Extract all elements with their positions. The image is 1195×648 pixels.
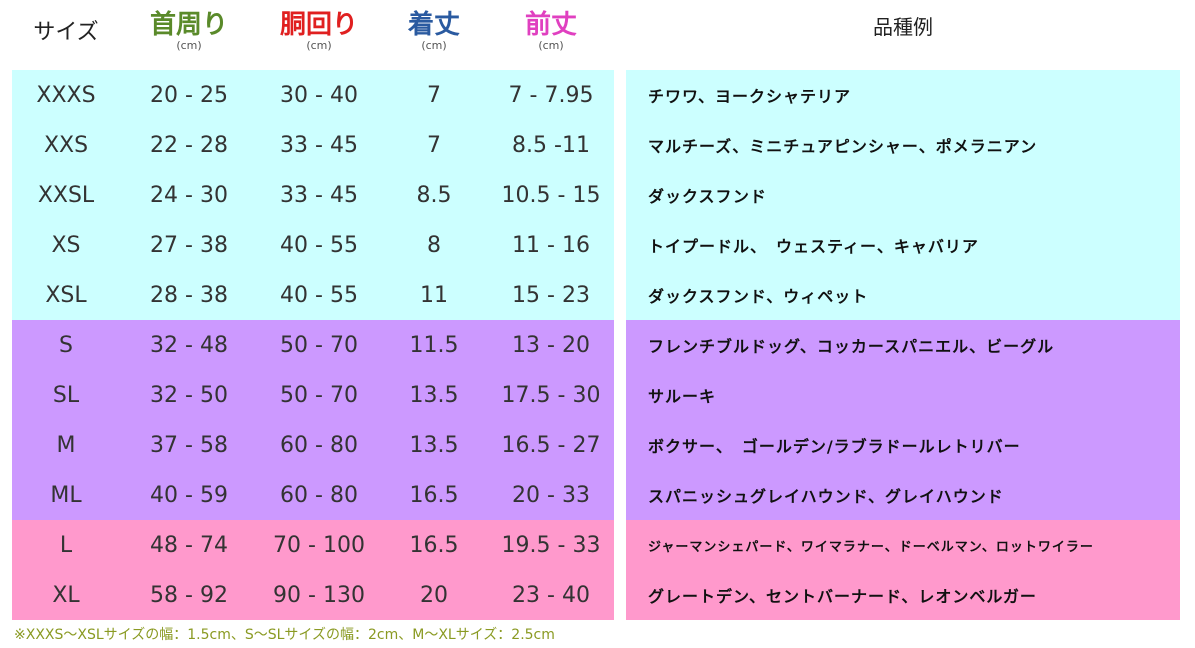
table-cell: 7	[427, 132, 441, 158]
header-neck: 首周り (cm)	[120, 0, 258, 70]
table-cell: 23 - 40	[512, 582, 590, 608]
breed-row: フレンチブルドッグ、コッカースパニエル、ビーグル	[626, 320, 1180, 370]
breed-row: サルーキ	[626, 370, 1180, 420]
table-cell: 32 - 50	[150, 382, 228, 408]
table-cell: 40 - 55	[280, 282, 358, 308]
table-row: M 37 - 58 60 - 80 13.5 16.5 - 27	[12, 420, 614, 470]
table-cell: 16.5 - 27	[501, 432, 601, 458]
table-cell: 8.5 -11	[512, 132, 590, 158]
breed-row: スパニッシュグレイハウンド、グレイハウンド	[626, 470, 1180, 520]
table-row: XS 27 - 38 40 - 55 8 11 - 16	[12, 220, 614, 270]
table-cell: 8.5	[416, 182, 452, 208]
table-cell: 20 - 33	[512, 482, 590, 508]
breed-row: マルチーズ、ミニチュアピンシャー、ポメラニアン	[626, 120, 1180, 170]
header-label: サイズ	[33, 20, 99, 45]
header-label: 胴回り	[279, 10, 358, 40]
table-row: XXSL 24 - 30 33 - 45 8.5 10.5 - 15	[12, 170, 614, 220]
table-cell: ML	[50, 482, 82, 508]
table-cell: 40 - 59	[150, 482, 228, 508]
table-row: SL 32 - 50 50 - 70 13.5 17.5 - 30	[12, 370, 614, 420]
header-label: 品種例	[873, 15, 933, 39]
table-cell: 19.5 - 33	[501, 532, 601, 558]
table-cell: 40 - 55	[280, 232, 358, 258]
table-cell: 24 - 30	[150, 182, 228, 208]
breed-row: ジャーマンシェパード、ワイマラナー、ドーベルマン、ロットワイラー	[626, 520, 1180, 570]
table-row: XSL 28 - 38 40 - 55 11 15 - 23	[12, 270, 614, 320]
header-size: サイズ	[12, 0, 120, 70]
table-cell: 33 - 45	[280, 132, 358, 158]
table-row: S 32 - 48 50 - 70 11.5 13 - 20	[12, 320, 614, 370]
table-cell: 37 - 58	[150, 432, 228, 458]
header-length: 着丈 (cm)	[380, 0, 488, 70]
table-cell: M	[56, 432, 76, 458]
table-cell: 30 - 40	[280, 82, 358, 108]
table-cell: XL	[52, 582, 80, 608]
table-cell: 16.5	[409, 482, 459, 508]
table-cell: 7 - 7.95	[508, 82, 594, 108]
breed-row: チワワ、ヨークシャテリア	[626, 70, 1180, 120]
header-unit: (cm)	[538, 39, 564, 52]
breed-row: トイプードル、 ウェスティー、キャバリア	[626, 220, 1180, 270]
table-cell: 13.5	[409, 432, 459, 458]
table-cell: 60 - 80	[280, 482, 358, 508]
table-cell: 11	[420, 282, 448, 308]
table-cell: 20 - 25	[150, 82, 228, 108]
table-cell: 33 - 45	[280, 182, 358, 208]
table-cell: 32 - 48	[150, 332, 228, 358]
breed-row: ダックスフンド	[626, 170, 1180, 220]
table-cell: XXS	[43, 132, 89, 158]
table-cell: XXXS	[36, 82, 96, 108]
table-cell: 17.5 - 30	[501, 382, 601, 408]
header-label: 着丈	[407, 10, 460, 40]
header-label: 前丈	[524, 10, 577, 40]
table-cell: 15 - 23	[512, 282, 590, 308]
footnote: ※XXXS～XSLサイズの幅：1.5cm、S～SLサイズの幅：2cm、M～XLサ…	[14, 627, 555, 643]
table-cell: XS	[51, 232, 81, 258]
table-cell: 70 - 100	[273, 532, 365, 558]
breed-row: ボクサー、 ゴールデン/ラブラドールレトリバー	[626, 420, 1180, 470]
table-cell: 28 - 38	[150, 282, 228, 308]
header-chest: 胴回り (cm)	[258, 0, 380, 70]
header-label: 首周り	[149, 10, 228, 40]
header-unit: (cm)	[421, 39, 447, 52]
header-front: 前丈 (cm)	[488, 0, 614, 70]
table-cell: 8	[427, 232, 441, 258]
header-breeds: 品種例	[626, 0, 1180, 70]
header-unit: (cm)	[176, 39, 202, 52]
table-cell: 90 - 130	[273, 582, 365, 608]
table-cell: L	[59, 532, 73, 558]
breed-row: グレートデン、セントバーナード、レオンベルガー	[626, 570, 1180, 620]
table-row: L 48 - 74 70 - 100 16.5 19.5 - 33	[12, 520, 614, 570]
table-row: ML 40 - 59 60 - 80 16.5 20 - 33	[12, 470, 614, 520]
table-cell: SL	[52, 382, 80, 408]
breed-row: ダックスフンド、ウィペット	[626, 270, 1180, 320]
table-cell: XXSL	[37, 182, 95, 208]
breed-table: チワワ、ヨークシャテリア マルチーズ、ミニチュアピンシャー、ポメラニアン ダックスフ…	[626, 70, 1180, 620]
header-unit: (cm)	[306, 39, 332, 52]
table-cell: 60 - 80	[280, 432, 358, 458]
table-cell: XSL	[45, 282, 87, 308]
table-cell: 13 - 20	[512, 332, 590, 358]
table-cell: 16.5	[409, 532, 459, 558]
table-cell: 48 - 74	[150, 532, 228, 558]
table-cell: 20	[420, 582, 448, 608]
table-cell: 50 - 70	[280, 332, 358, 358]
table-cell: 27 - 38	[150, 232, 228, 258]
table-cell: 13.5	[409, 382, 459, 408]
table-cell: 10.5 - 15	[501, 182, 601, 208]
table-cell: 11.5	[409, 332, 459, 358]
table-cell: 11 - 16	[512, 232, 590, 258]
table-cell: 58 - 92	[150, 582, 228, 608]
table-cell: 50 - 70	[280, 382, 358, 408]
table-cell: 22 - 28	[150, 132, 228, 158]
table-row: XXS 22 - 28 33 - 45 7 8.5 -11	[12, 120, 614, 170]
table-cell: S	[59, 332, 73, 358]
table-row: XL 58 - 92 90 - 130 20 23 - 40	[12, 570, 614, 620]
table-row: XXXS 20 - 25 30 - 40 7 7 - 7.95	[12, 70, 614, 120]
table-cell: 7	[427, 82, 441, 108]
size-table: XXXS 20 - 25 30 - 40 7 7 - 7.95 XXS 22 - 28 33 …	[12, 70, 614, 620]
